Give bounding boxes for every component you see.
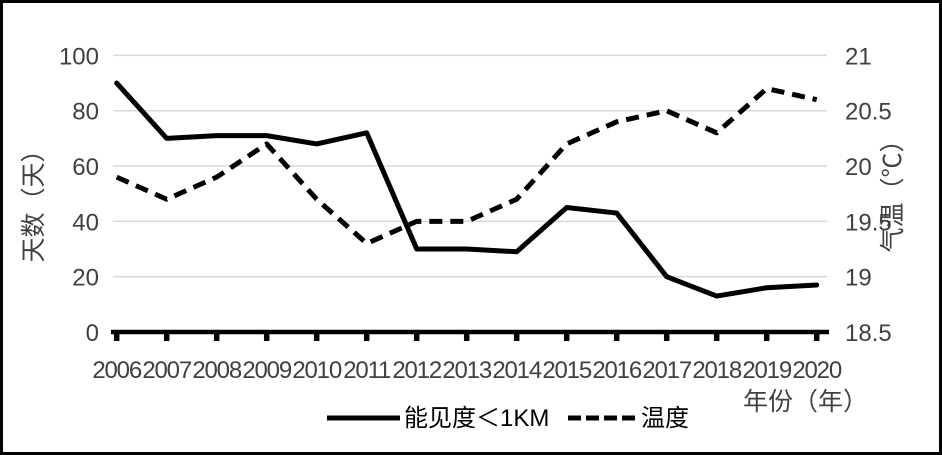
right-axis-tick-labels: 18.5 19 19.5 20 20.5 21 bbox=[845, 43, 892, 347]
x-tick-label: 2017 bbox=[642, 357, 691, 384]
x-tick-label: 2011 bbox=[343, 357, 391, 384]
right-tick-label: 19 bbox=[845, 265, 872, 292]
right-tick-label: 18.5 bbox=[845, 320, 892, 347]
left-tick-label: 60 bbox=[72, 154, 99, 181]
x-tick-mark bbox=[313, 330, 320, 341]
right-tick-label: 21 bbox=[845, 43, 872, 70]
x-tick-mark bbox=[713, 330, 720, 341]
x-tick-mark bbox=[513, 330, 520, 341]
x-tick-label: 2014 bbox=[492, 357, 541, 384]
x-tick-mark bbox=[613, 330, 620, 341]
x-tick-mark bbox=[413, 330, 420, 341]
x-tick-label: 2013 bbox=[442, 357, 491, 384]
gridlines bbox=[113, 54, 827, 278]
x-tick-label: 2006 bbox=[92, 357, 141, 384]
x-tick-label: 2010 bbox=[292, 357, 341, 384]
x-tick-label: 2008 bbox=[192, 357, 241, 384]
x-tick-label: 2009 bbox=[242, 357, 291, 384]
x-tick-label: 2020 bbox=[792, 357, 841, 384]
x-tick-mark bbox=[563, 330, 570, 341]
right-tick-label: 20.5 bbox=[845, 99, 892, 126]
right-tick-label: 19.5 bbox=[845, 209, 892, 236]
x-tick-label: 2012 bbox=[392, 357, 441, 384]
left-tick-label: 20 bbox=[72, 265, 99, 292]
right-axis-title: 气温（℃） bbox=[879, 127, 907, 252]
x-axis bbox=[111, 329, 829, 341]
legend-label-visibility: 能见度＜1KM bbox=[404, 405, 549, 432]
x-tick-mark bbox=[363, 330, 370, 341]
x-axis-title: 年份（年） bbox=[743, 388, 868, 416]
x-tick-mark bbox=[763, 330, 770, 341]
x-tick-label: 2019 bbox=[742, 357, 791, 384]
x-tick-mark bbox=[213, 330, 220, 341]
x-tick-label: 2015 bbox=[542, 357, 591, 384]
x-axis-tick-labels: 2006 2007 2008 2009 2010 2011 2012 2013 2014 2015… bbox=[92, 357, 843, 384]
left-tick-label: 40 bbox=[72, 209, 99, 236]
right-tick-label: 20 bbox=[845, 154, 872, 181]
x-tick-label: 2016 bbox=[592, 357, 641, 384]
series-visibility-line bbox=[114, 80, 820, 299]
x-tick-mark bbox=[113, 330, 120, 341]
left-tick-label: 100 bbox=[59, 43, 99, 70]
left-tick-label: 80 bbox=[72, 99, 99, 126]
x-tick-label: 2007 bbox=[142, 357, 191, 384]
x-tick-mark bbox=[263, 330, 270, 341]
x-tick-mark bbox=[163, 330, 170, 341]
left-axis-title: 天数（天） bbox=[20, 137, 48, 262]
legend-label-temperature: 温度 bbox=[641, 405, 689, 432]
legend: 能见度＜1KM 温度 bbox=[327, 405, 689, 432]
x-tick-mark bbox=[663, 330, 670, 341]
left-tick-label: 0 bbox=[86, 320, 99, 347]
x-tick-mark bbox=[813, 330, 820, 341]
x-tick-label: 2018 bbox=[692, 357, 741, 384]
x-tick-mark bbox=[463, 330, 470, 341]
series-temperature-line bbox=[115, 86, 818, 246]
left-axis-tick-labels: 0 20 40 60 80 100 bbox=[59, 43, 99, 347]
